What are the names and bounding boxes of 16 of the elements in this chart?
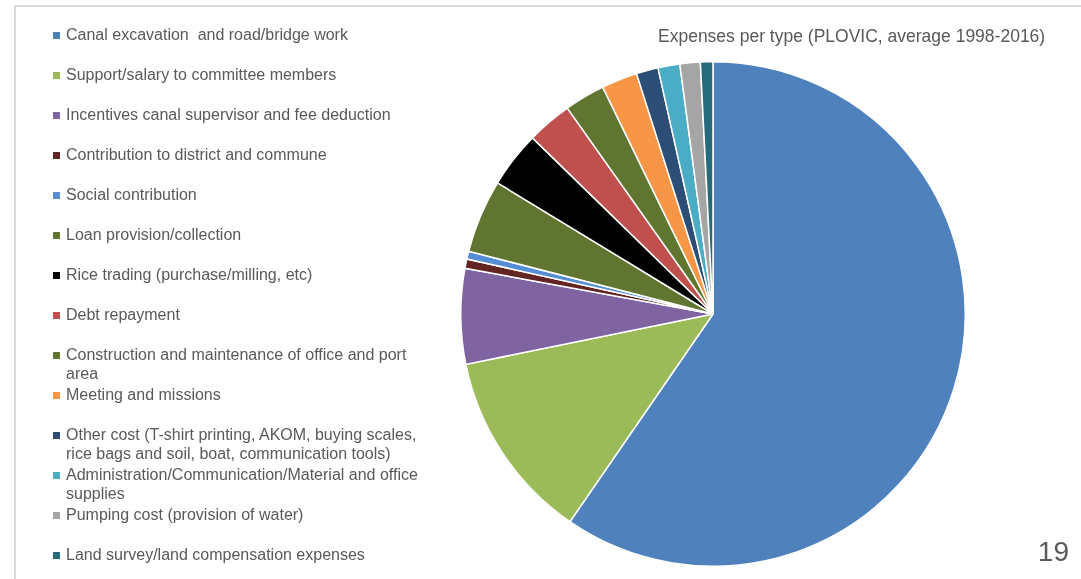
legend-label: Incentives canal supervisor and fee deduction bbox=[66, 106, 392, 125]
legend-label: Construction and maintenance of office and port area bbox=[66, 346, 408, 383]
legend-label: Loan provision/collection bbox=[66, 226, 243, 245]
legend-label: Meeting and missions bbox=[66, 386, 222, 405]
legend-label: Debt repayment bbox=[66, 306, 181, 325]
legend-label: Land survey/land compensation expenses bbox=[66, 546, 366, 565]
legend-label: Support/salary to committee members bbox=[66, 66, 338, 85]
legend-label: Canal excavation and road/bridge work bbox=[66, 26, 349, 45]
legend-label: Contribution to district and commune bbox=[66, 146, 328, 165]
legend-label: Administration/Communication/Material and office supplies bbox=[66, 466, 419, 503]
legend-label: Pumping cost (provision of water) bbox=[66, 506, 305, 525]
legend-label: Other cost (T-shirt printing, AKOM, buying scales, rice bags and soil, boat, communication tools) bbox=[66, 426, 418, 463]
legend-label: Social contribution bbox=[66, 186, 198, 205]
legend-label: Rice trading (purchase/milling, etc) bbox=[66, 266, 314, 285]
text: 19 bbox=[1037, 536, 1069, 567]
chart-title: Expenses per type (PLOVIC, average 1998-2016) bbox=[658, 26, 1046, 47]
